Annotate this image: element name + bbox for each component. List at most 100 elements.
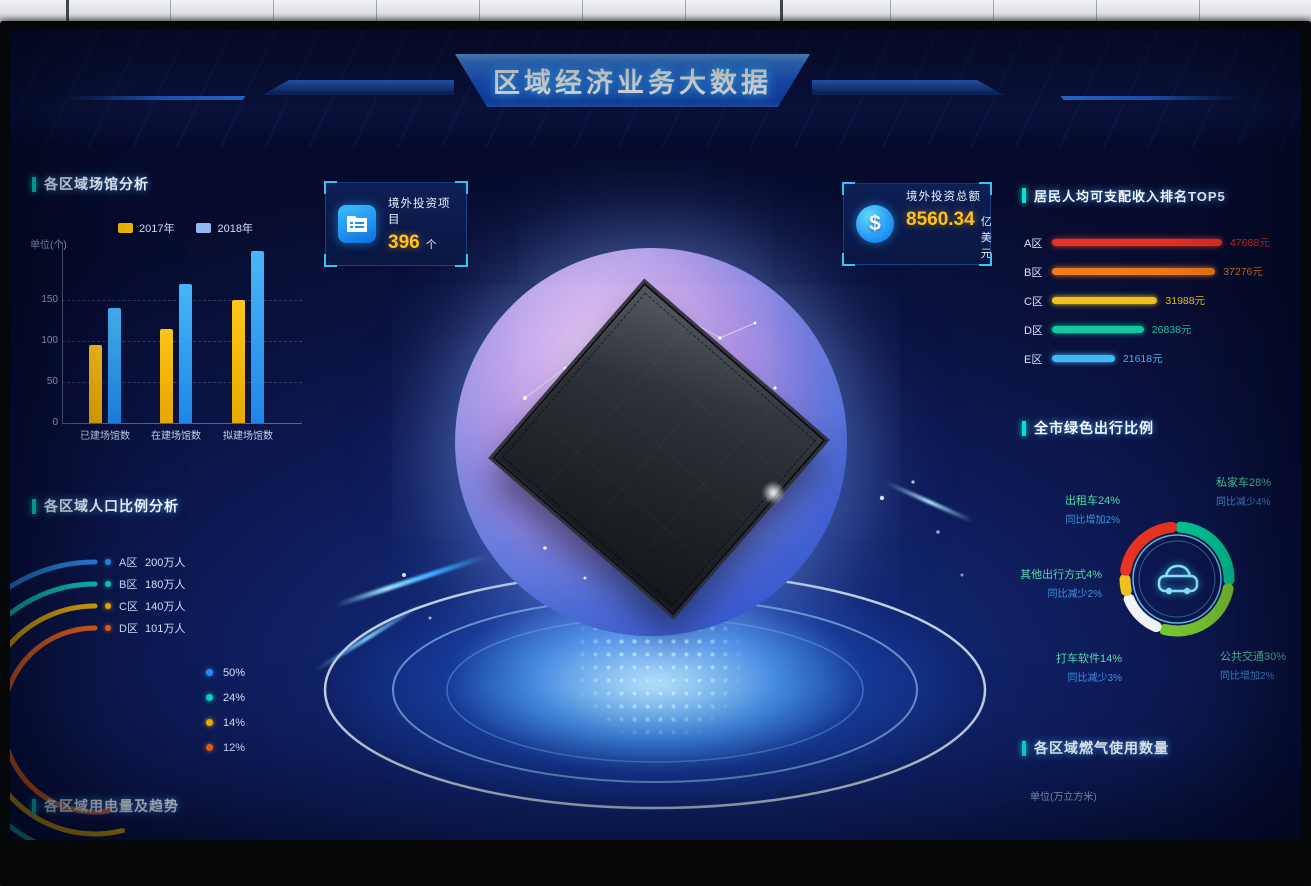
bar-2018年	[179, 283, 192, 423]
value-label: 21618元	[1122, 353, 1163, 365]
car-icon	[1157, 564, 1199, 595]
dot	[105, 581, 111, 587]
section-accent-bar	[32, 176, 36, 192]
tile-seam	[1096, 0, 1097, 24]
title-wing-right	[812, 80, 1004, 95]
dot	[206, 744, 213, 751]
corner-bracket	[324, 254, 337, 267]
legend-item: 2018年	[196, 220, 253, 236]
income-section-header: 居民人均可支配收入排名TOP5	[1022, 186, 1226, 205]
dot	[105, 625, 111, 631]
green-section-header: 全市绿色出行比例	[1022, 418, 1154, 438]
header-accent-left	[62, 96, 246, 100]
income-bar	[1052, 268, 1216, 275]
value-label: 26838元	[1151, 324, 1192, 336]
bar-2018年	[108, 308, 121, 423]
projects-card-value: 396	[388, 231, 420, 253]
corner-bracket	[979, 182, 992, 195]
gas-section-header: 各区域燃气使用数量	[1022, 738, 1169, 758]
percent-label: 24%	[223, 691, 246, 704]
venues-legend: 2017年 2018年	[118, 220, 253, 236]
region-label: C区	[1024, 295, 1043, 308]
value-label: 200万人	[145, 557, 186, 569]
income-row: B区 37276元	[1024, 257, 1299, 286]
tile-seam	[1199, 0, 1200, 24]
corner-bracket	[842, 182, 855, 195]
region-label: A区	[119, 557, 138, 569]
total-stat-card: $ 境外投资总额 8560.34 亿美元	[842, 182, 992, 266]
page-title: 区域经济业务大数据	[493, 68, 772, 98]
value-label: 31988元	[1165, 295, 1206, 307]
projects-card-unit: 个	[425, 238, 437, 251]
total-card-value: 8560.34	[906, 208, 975, 230]
tv-bezel: 区域经济业务大数据 各区域场馆分析 2017年 2018年 单位(个) 0 50 10…	[0, 21, 1311, 886]
x-axis	[62, 423, 302, 424]
legend-swatch	[118, 223, 133, 233]
section-accent-bar	[1022, 188, 1026, 203]
income-bar	[1052, 239, 1222, 246]
dot	[206, 669, 213, 676]
tile-seam	[780, 0, 783, 24]
region-label: B区	[119, 579, 138, 591]
income-bar	[1052, 297, 1158, 304]
region-label: D区	[1024, 324, 1043, 337]
electricity-title: 各区域用电量及趋势	[44, 798, 179, 814]
income-row: C区 31988元	[1024, 286, 1299, 315]
region-label: E区	[1024, 353, 1043, 366]
percent-label: 50%	[223, 666, 246, 679]
population-legend: 50% 24% 14% 12%	[206, 660, 245, 760]
section-accent-bar	[1022, 420, 1026, 436]
income-rows: A区 47688元 B区 37276元 C区 31988元 D区 26838元 E区 21618元	[1024, 228, 1299, 373]
tile-seam	[479, 0, 480, 24]
section-accent-bar	[32, 798, 36, 814]
title-wing-left	[262, 80, 454, 95]
population-row: B区 180万人	[105, 573, 185, 595]
bar-2017年	[89, 345, 102, 423]
corner-bracket	[979, 253, 992, 266]
corner-bracket	[455, 181, 468, 194]
dot	[105, 603, 111, 609]
legend-item: 14%	[206, 710, 245, 735]
y-tick-label: 150	[41, 294, 58, 306]
title-plate: 区域经济业务大数据	[455, 54, 810, 107]
y-tick-label: 0	[52, 417, 58, 428]
section-accent-bar	[1022, 740, 1026, 756]
value-label: 47688元	[1230, 237, 1270, 249]
bar-2017年	[232, 300, 245, 423]
income-title: 居民人均可支配收入排名TOP5	[1034, 189, 1226, 204]
x-category-label: 拟建场馆数	[223, 431, 273, 442]
tile-seam	[890, 0, 891, 24]
gas-title: 各区域燃气使用数量	[1034, 740, 1169, 756]
corner-bracket	[455, 254, 468, 267]
venues-plot: 0 50 100 150 已建场馆数 在建场馆数 拟建场馆数	[41, 243, 308, 442]
gas-unit-label: 单位(万立方米)	[1030, 792, 1097, 803]
region-label: D区	[119, 623, 138, 635]
legend-item: 24%	[206, 685, 245, 710]
dashboard-screen: 区域经济业务大数据 各区域场馆分析 2017年 2018年 单位(个) 0 50 10…	[10, 30, 1301, 840]
region-label: A区	[1024, 237, 1043, 250]
population-row: A区 200万人	[105, 551, 185, 573]
legend-label: 2017年	[139, 223, 175, 235]
projects-stat-card: 境外投资项目 396 个	[324, 181, 468, 267]
dot	[206, 719, 213, 726]
tile-seam	[376, 0, 377, 24]
bar-2017年	[160, 328, 173, 423]
population-arcs	[10, 559, 126, 840]
y-axis	[62, 243, 63, 423]
percent-label: 12%	[223, 741, 246, 754]
y-tick-label: 50	[46, 376, 58, 388]
dot	[206, 694, 213, 701]
legend-swatch	[196, 223, 212, 233]
value-label: 37276元	[1223, 266, 1263, 278]
bar-2018年	[251, 251, 264, 423]
folder-icon	[338, 205, 376, 243]
legend-item: 2017年	[118, 220, 174, 236]
income-row: E区 21618元	[1024, 344, 1299, 373]
dot	[105, 559, 111, 565]
tile-seam	[582, 0, 583, 24]
projects-card-label: 境外投资项目	[388, 197, 451, 226]
x-category-label: 已建场馆数	[80, 431, 130, 442]
income-bar	[1052, 355, 1115, 362]
header-accent-right	[1060, 96, 1244, 100]
venues-section-header: 各区域场馆分析	[32, 174, 149, 194]
